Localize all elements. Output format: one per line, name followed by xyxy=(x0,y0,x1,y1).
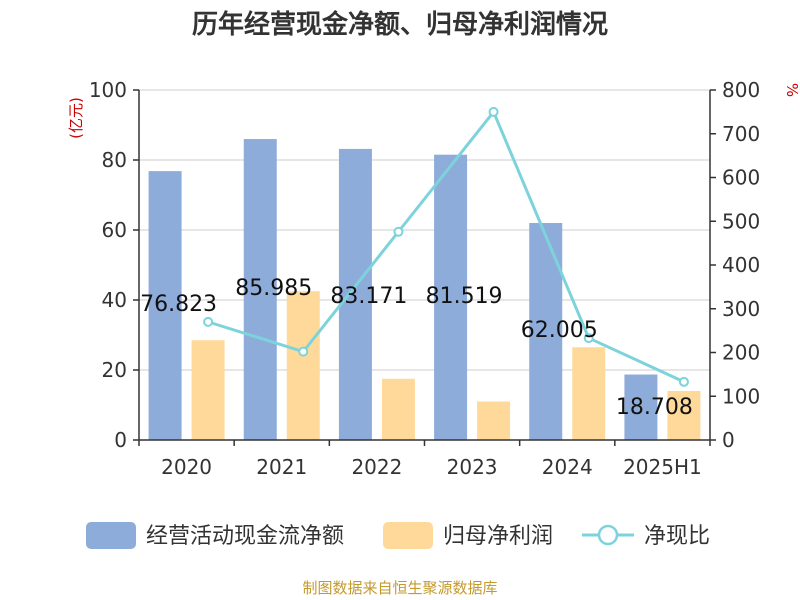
y-right-tick-label: 800 xyxy=(722,78,760,102)
y-left-tick-label: 40 xyxy=(102,288,127,312)
x-tick-label: 2020 xyxy=(161,455,212,479)
y-right-tick-label: 300 xyxy=(722,297,760,321)
ratio-point xyxy=(583,333,594,344)
x-tick-label: 2022 xyxy=(351,455,402,479)
y-right-tick-label: 200 xyxy=(722,341,760,365)
y-left-tick-label: 60 xyxy=(102,218,127,242)
data-label: 85.985 xyxy=(235,276,312,301)
bar xyxy=(243,139,277,441)
legend-swatch xyxy=(383,522,433,549)
ratio-line xyxy=(203,106,689,387)
bar xyxy=(477,401,511,440)
legend-swatch xyxy=(86,522,136,549)
data-label: 18.708 xyxy=(616,395,693,420)
data-label: 83.171 xyxy=(330,284,407,309)
ratio-point xyxy=(298,346,309,357)
axes: 0 20 40 60 80 100 0 100 200 300 400 500 600 700 800 202… xyxy=(67,78,800,479)
grid xyxy=(139,89,710,371)
bars xyxy=(148,139,701,441)
data-label: 81.519 xyxy=(426,284,503,309)
bar xyxy=(667,391,701,440)
y-right-tick-label: 400 xyxy=(722,253,760,277)
x-tick-label: 2024 xyxy=(542,455,593,479)
x-tick-label: 2023 xyxy=(447,455,498,479)
ratio-line-path xyxy=(207,108,685,384)
ratio-point xyxy=(203,316,214,327)
legend[interactable]: 经营活动现金流净额 归母净利润 净现比 xyxy=(86,522,710,549)
y-left-tick-label: 100 xyxy=(89,78,127,102)
y-right-tick-label: 500 xyxy=(722,209,760,233)
bar xyxy=(381,378,415,440)
data-label: 62.005 xyxy=(521,318,598,343)
y-right-axis-label: % xyxy=(783,83,800,97)
legend-label: 净现比 xyxy=(644,524,710,549)
y-right-tick-label: 0 xyxy=(722,428,735,452)
x-tick-label: 2025H1 xyxy=(623,455,702,479)
bar xyxy=(148,171,182,440)
bar xyxy=(286,291,320,440)
chart-title: 历年经营现金净额、归母净利润情况 xyxy=(192,9,608,40)
ratio-point xyxy=(678,376,689,387)
bar xyxy=(191,340,225,440)
y-right-tick-label: 100 xyxy=(722,384,760,408)
y-left-axis-label: (亿元) xyxy=(67,97,85,139)
y-left-tick-label: 0 xyxy=(114,428,127,452)
bar xyxy=(572,347,606,440)
bar xyxy=(624,374,658,440)
bar xyxy=(338,148,372,441)
y-left-tick-label: 80 xyxy=(102,148,127,172)
legend-label: 归母净利润 xyxy=(443,524,553,549)
data-labels: 76.823 85.985 83.171 81.519 62.005 18.708 xyxy=(140,276,693,420)
ratio-point xyxy=(488,106,499,117)
data-label: 76.823 xyxy=(140,292,217,317)
source-note: 制图数据来自恒生聚源数据库 xyxy=(302,579,497,597)
legend-label: 经营活动现金流净额 xyxy=(146,524,344,549)
y-right-tick-label: 600 xyxy=(722,166,760,190)
ratio-point xyxy=(393,226,404,237)
x-tick-label: 2021 xyxy=(256,455,307,479)
y-left-tick-label: 20 xyxy=(102,358,127,382)
y-right-tick-label: 700 xyxy=(722,122,760,146)
legend-marker xyxy=(597,524,619,546)
bar xyxy=(434,154,468,440)
